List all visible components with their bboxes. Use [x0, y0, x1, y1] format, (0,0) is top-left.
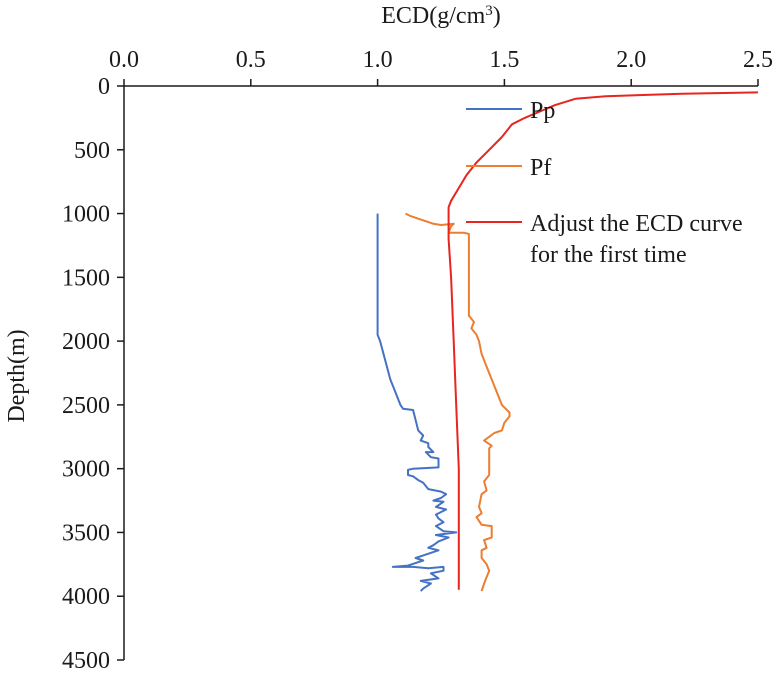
y-tick-label: 1000 [62, 202, 110, 228]
y-axis-ticks: 0 500 1000 1500 2000 2500 3000 3500 4000 4500 [62, 74, 124, 674]
x-tick-label: 2.0 [616, 47, 646, 73]
y-tick-label: 500 [74, 138, 110, 164]
x-tick-label: 2.5 [743, 47, 773, 73]
series-lines [376, 91, 759, 592]
legend-ecd-label-line2: for the first time [530, 242, 687, 268]
y-tick-label: 2000 [62, 329, 110, 355]
y-tick-label: 3500 [62, 520, 110, 546]
legend: Pp Pf Adjust the ECD curve for the first… [466, 98, 743, 268]
y-tick-label: 4500 [62, 648, 110, 674]
series-pp-line [376, 213, 458, 592]
x-tick-label: 1.0 [363, 47, 393, 73]
series-pf-line [405, 212, 511, 592]
y-tick-label: 3000 [62, 457, 110, 483]
x-tick-label: 0.5 [236, 47, 266, 73]
x-axis-ticks: 0.0 0.5 1.0 1.5 2.0 2.5 [109, 47, 773, 86]
x-tick-label: 1.5 [489, 47, 519, 73]
y-axis-title: Depth(m) [4, 329, 30, 422]
y-tick-label: 0 [98, 74, 110, 100]
x-tick-label: 0.0 [109, 47, 139, 73]
x-axis-title: ECD(g/cm3) [381, 3, 500, 29]
legend-pf-label: Pf [530, 155, 551, 181]
y-tick-label: 2500 [62, 393, 110, 419]
y-tick-label: 4000 [62, 584, 110, 610]
legend-ecd-label-line1: Adjust the ECD curve [530, 211, 743, 237]
legend-pp-label: Pp [530, 98, 555, 124]
series-ecd-line [447, 91, 759, 590]
y-tick-label: 1500 [62, 265, 110, 291]
